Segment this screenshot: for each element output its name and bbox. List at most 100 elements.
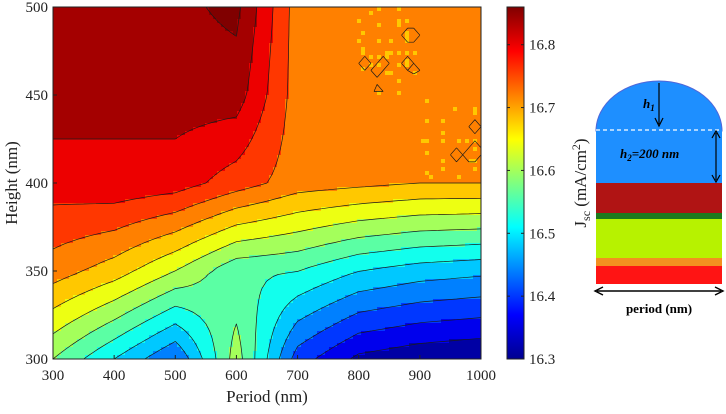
contour-cell	[117, 183, 122, 188]
contour-cell	[197, 259, 202, 264]
contour-cell	[233, 31, 238, 36]
contour-cell	[129, 323, 134, 328]
contour-cell	[177, 255, 182, 260]
contour-cell	[145, 71, 150, 76]
contour-cell	[261, 179, 266, 184]
contour-cell	[225, 211, 230, 216]
contour-cell	[217, 91, 222, 96]
contour-cell	[141, 335, 146, 340]
contour-cell	[125, 123, 130, 128]
contour-cell	[193, 127, 198, 132]
contour-cell	[249, 263, 254, 268]
contour-cell	[221, 275, 226, 280]
contour-cell	[157, 23, 162, 28]
contour-cell	[105, 339, 110, 344]
contour-cell	[273, 347, 278, 352]
contour-cell	[229, 295, 234, 300]
contour-cell	[141, 103, 146, 108]
contour-cell	[109, 283, 114, 288]
contour-cell	[101, 291, 106, 296]
contour-cell	[277, 47, 282, 52]
contour-cell	[233, 267, 238, 272]
contour-cell	[249, 271, 254, 276]
contour-cell	[209, 251, 214, 256]
contour-cell	[249, 191, 254, 196]
contour-cell	[193, 327, 198, 332]
contour-cell	[169, 63, 174, 68]
contour-cell	[77, 7, 82, 12]
contour-cell	[169, 67, 174, 72]
contour-cell	[189, 307, 194, 312]
contour-cell	[81, 71, 86, 76]
contour-cell	[73, 119, 78, 124]
contour-cell	[113, 127, 118, 132]
contour-cell	[105, 275, 110, 280]
contour-cell	[61, 175, 66, 180]
contour-cell	[129, 147, 134, 152]
contour-cell	[149, 79, 154, 84]
contour-cell	[97, 311, 102, 316]
contour-cell	[149, 15, 154, 20]
contour-cell	[169, 155, 174, 160]
contour-cell	[161, 23, 166, 28]
contour-cell	[137, 195, 142, 200]
contour-cell	[57, 211, 62, 216]
contour-cell	[113, 15, 118, 20]
contour-cell	[277, 223, 282, 228]
contour-cell	[261, 191, 266, 196]
contour-cell	[241, 231, 246, 236]
contour-cell	[241, 55, 246, 60]
contour-cell	[129, 271, 134, 276]
contour-cell	[53, 135, 58, 140]
contour-cell	[69, 51, 74, 56]
contour-cell	[69, 11, 74, 16]
contour-cell	[189, 275, 194, 280]
contour-cell	[69, 75, 74, 80]
contour-cell	[89, 59, 94, 64]
contour-cell	[165, 279, 170, 284]
contour-cell	[153, 355, 158, 359]
contour-cell	[165, 251, 170, 256]
contour-cell	[221, 179, 226, 184]
contour-cell	[101, 351, 106, 356]
contour-cell	[69, 283, 74, 288]
contour-cell	[157, 111, 162, 116]
contour-cell	[97, 263, 102, 268]
contour-cell	[165, 355, 170, 359]
contour-cell	[269, 223, 274, 228]
contour-cell	[141, 67, 146, 72]
contour-cell	[253, 323, 258, 328]
contour-cell	[217, 271, 222, 276]
contour-cell	[73, 79, 78, 84]
contour-cell	[165, 171, 170, 176]
contour-cell	[257, 23, 262, 28]
contour-cell	[225, 147, 230, 152]
contour-cell	[113, 331, 118, 336]
contour-cell	[93, 303, 98, 308]
contour-cell	[141, 187, 146, 192]
contour-cell	[245, 155, 250, 160]
contour-cell	[61, 331, 66, 336]
contour-cell	[237, 151, 242, 156]
contour-cell	[217, 335, 222, 340]
contour-cell	[57, 191, 62, 196]
contour-cell	[93, 179, 98, 184]
contour-cell	[253, 95, 258, 100]
contour-cell	[153, 131, 158, 136]
contour-cell	[225, 87, 230, 92]
contour-cell	[81, 123, 86, 128]
contour-cell	[205, 79, 210, 84]
contour-cell	[141, 47, 146, 52]
contour-cell	[93, 235, 98, 240]
contour-cell	[257, 275, 262, 280]
contour-cell	[169, 151, 174, 156]
contour-cell	[229, 167, 234, 172]
contour-cell	[157, 151, 162, 156]
contour-cell	[261, 239, 266, 244]
contour-cell	[169, 299, 174, 304]
contour-cell	[253, 303, 258, 308]
contour-cell	[69, 63, 74, 68]
contour-cell	[85, 87, 90, 92]
contour-cell	[121, 11, 126, 16]
contour-cell	[101, 115, 106, 120]
